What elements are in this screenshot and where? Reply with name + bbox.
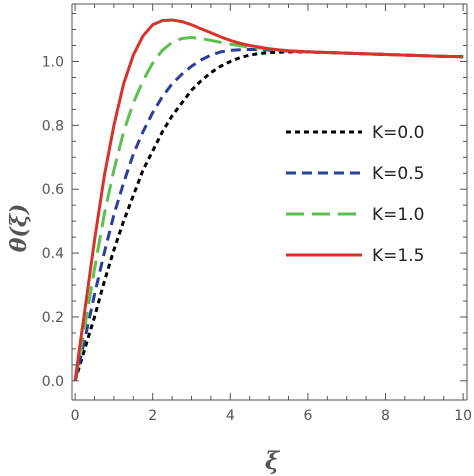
- axes-layer: 0 2 4 6 8 10 0.0 0.2 0.4 0.6 0.8 1.0: [42, 3, 472, 424]
- x-tick-label: 0: [71, 408, 80, 424]
- legend-label-2: K=1.0: [372, 205, 424, 225]
- y-tick-label: 0.6: [42, 182, 64, 198]
- x-tick-label: 8: [381, 408, 390, 424]
- y-tick-label: 0.0: [42, 374, 64, 390]
- legend-label-3: K=1.5: [372, 246, 424, 266]
- y-tick-label: 0.2: [42, 310, 64, 326]
- x-tick-label: 4: [226, 408, 235, 424]
- x-tick-label: 10: [454, 408, 472, 424]
- legend: K=0.0 K=0.5 K=1.0 K=1.5: [286, 123, 424, 266]
- y-tick-label: 0.4: [42, 246, 64, 262]
- series-line-3: [73, 18, 464, 382]
- x-tick-label: 6: [303, 408, 312, 424]
- legend-label-1: K=0.5: [372, 164, 424, 184]
- series-line-1: [73, 47, 464, 382]
- y-tick-label: 0.8: [42, 118, 64, 134]
- series-layer: [73, 18, 464, 382]
- y-axis-title: θ(ξ): [6, 204, 32, 253]
- y-tick-label: 1.0: [42, 54, 64, 70]
- x-ticks: 0 2 4 6 8 10: [71, 4, 472, 424]
- legend-label-0: K=0.0: [372, 123, 424, 143]
- x-tick-label: 2: [148, 408, 157, 424]
- x-axis-title: ξ: [265, 446, 281, 475]
- y-ticks: 0.0 0.2 0.4 0.6 0.8 1.0: [42, 13, 467, 390]
- plot-area: [73, 18, 464, 382]
